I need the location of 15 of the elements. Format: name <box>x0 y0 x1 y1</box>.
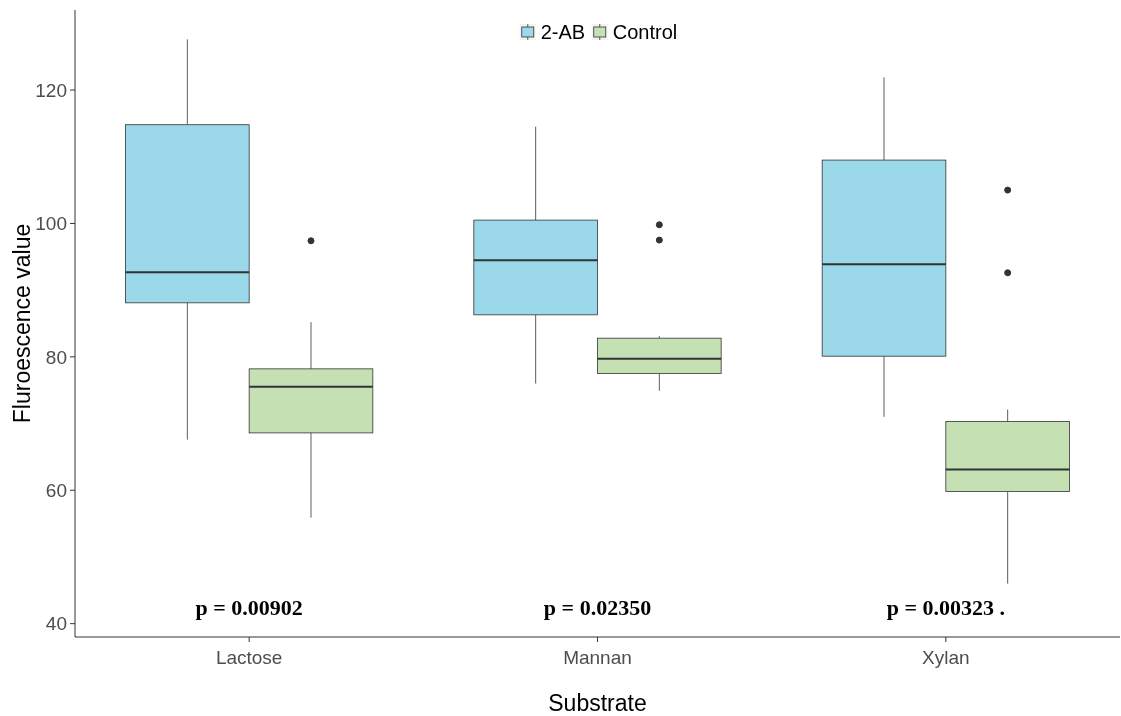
annotation: p = 0.00323 . <box>886 594 1005 620</box>
annotation: p = 0.00902 <box>195 594 303 620</box>
annotation: p = 0.02350 <box>543 594 652 620</box>
y-tick-label: 80 <box>45 346 67 368</box>
y-axis-title: Fluroescence value <box>9 223 35 424</box>
x-tick-label: Xylan <box>922 647 970 668</box>
legend-label: Control <box>612 21 678 43</box>
x-tick-label: Mannan <box>563 647 632 668</box>
y-tick-label: 40 <box>45 613 67 635</box>
legend-label: 2-AB <box>540 21 586 43</box>
y-tick-label: 100 <box>35 213 67 235</box>
y-tick-label: 60 <box>45 479 67 501</box>
x-tick-label: Lactose <box>215 647 283 668</box>
y-tick-label: 120 <box>35 79 67 101</box>
x-axis-title: Substrate <box>548 690 647 716</box>
